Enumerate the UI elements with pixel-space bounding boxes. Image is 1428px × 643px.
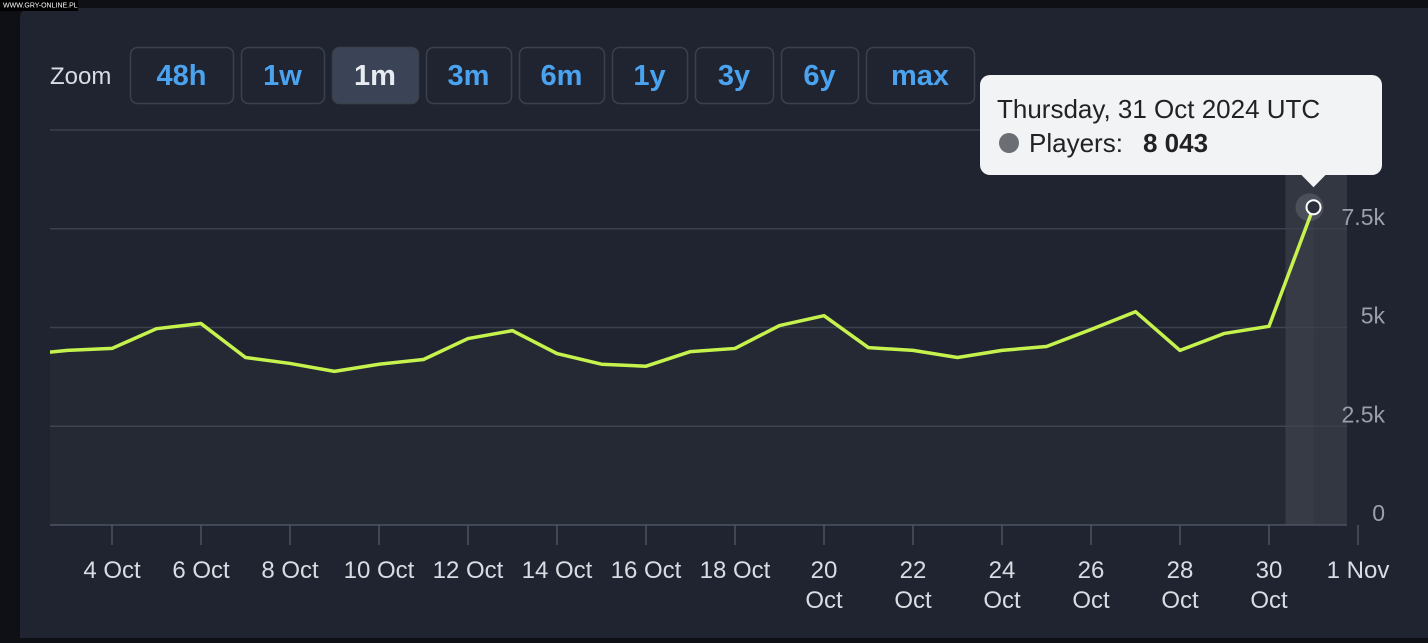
- zoom-button-label[interactable]: 3m: [448, 60, 490, 92]
- zoom-button-label[interactable]: max: [891, 60, 949, 92]
- tooltip-label: Players:: [1029, 128, 1123, 158]
- zoom-button-label[interactable]: 6m: [541, 60, 583, 92]
- x-tick-label: 1 Nov: [1327, 557, 1390, 584]
- y-tick-label: 5k: [1361, 303, 1386, 329]
- tooltip-title: Thursday, 31 Oct 2024 UTC: [997, 94, 1320, 124]
- x-tick-label: 10 Oct: [344, 557, 415, 584]
- y-tick-label: 0: [1372, 500, 1385, 526]
- x-tick-label: 16 Oct: [611, 557, 682, 584]
- zoom-button[interactable]: [611, 46, 689, 105]
- zoom-button[interactable]: [865, 46, 976, 105]
- x-tick-label: 28 Oct: [1161, 557, 1199, 614]
- y-tick-label: 7.5k: [1342, 204, 1386, 230]
- x-tick-label: 12 Oct: [433, 557, 504, 584]
- zoom-button[interactable]: [780, 46, 860, 105]
- x-tick-label: 18 Oct: [700, 557, 771, 584]
- x-tick-label: 22 Oct: [894, 557, 932, 614]
- x-tick-label: 26 Oct: [1072, 557, 1110, 614]
- zoom-button[interactable]: [425, 46, 513, 105]
- line: [50, 206, 1316, 374]
- y-tick-label: 2.5k: [1342, 401, 1386, 427]
- zoom-button-label[interactable]: 48h: [157, 60, 207, 92]
- x-tick-label: 4 Oct: [83, 557, 141, 584]
- tooltip-marker: [999, 133, 1019, 153]
- x-tick-label: 8 Oct: [261, 557, 319, 584]
- x-tick-label: 20 Oct: [805, 557, 843, 614]
- zoom-buttons: 48h 1w 1m 3m 6m 1y 3y 6y max: [129, 46, 976, 105]
- x-tick-label: 14 Oct: [522, 557, 593, 584]
- zoom-button-label[interactable]: 1y: [633, 60, 665, 92]
- zoom-button-label[interactable]: 3y: [718, 60, 750, 92]
- zoom-button-label[interactable]: 1m: [354, 60, 396, 92]
- tooltip-box: [980, 75, 1382, 188]
- watermark-bg: [0, 0, 78, 11]
- zoom-button[interactable]: [240, 46, 326, 105]
- hover-point: [1305, 199, 1322, 216]
- watermark: WWW.GRY-ONLINE.PL: [3, 3, 78, 10]
- x-tick-label: 6 Oct: [172, 557, 230, 584]
- zoom-button-label[interactable]: 1w: [263, 60, 302, 92]
- zoom-button[interactable]: [694, 46, 775, 105]
- zoom-button-label[interactable]: 6y: [803, 60, 835, 92]
- zoom-button[interactable]: [331, 46, 420, 105]
- plot: 0 2.5k 5k 7.5k 4 Oct 6 Oct 8 Oct 10 Oct 12 Oct 14…: [50, 75, 1390, 614]
- tooltip-value: 8 043: [1143, 128, 1208, 158]
- zoom-button[interactable]: [518, 46, 606, 105]
- zoom-label: Zoom: [50, 63, 111, 90]
- tooltip: Thursday, 31 Oct 2024 UTC Players: 8 043: [980, 75, 1382, 188]
- zoom-button[interactable]: [129, 46, 235, 105]
- x-tick-label: 24 Oct: [983, 557, 1021, 614]
- x-tick-label: 30 Oct: [1250, 557, 1288, 614]
